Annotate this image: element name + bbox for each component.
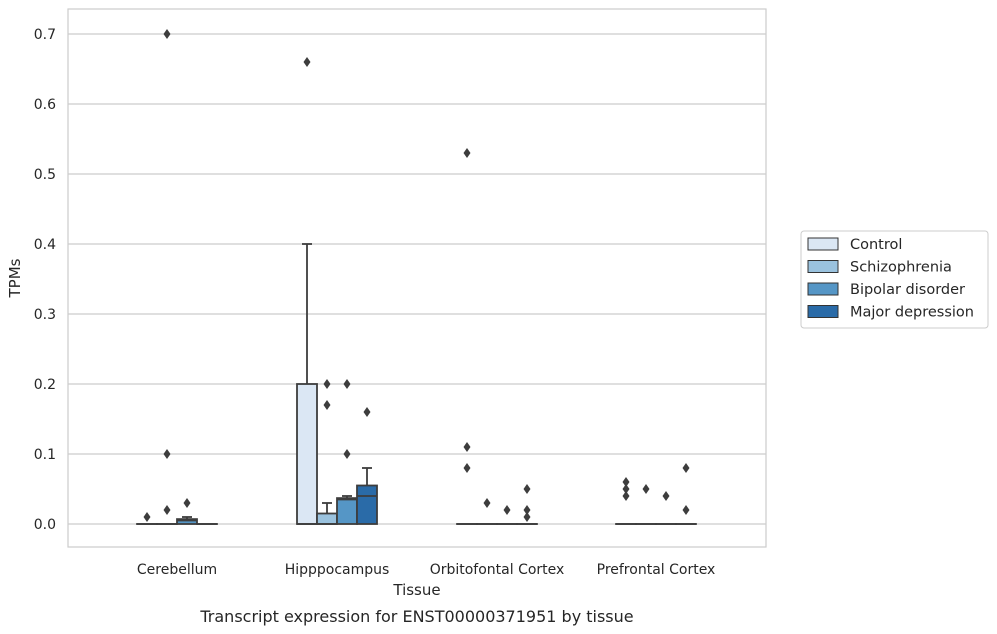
- box: [356, 484, 378, 525]
- flier-point: [163, 449, 171, 459]
- legend: Control Schizophrenia Bipolar disorder Majo…: [800, 230, 989, 329]
- y-tick-label: 0.6: [34, 97, 56, 113]
- y-tick-label: 0.3: [34, 307, 56, 323]
- y-tick-label: 0.0: [34, 517, 56, 533]
- x-tick-label: Prefrontal Cortex: [597, 562, 716, 578]
- flier-points: [143, 29, 690, 522]
- flier-point: [363, 407, 371, 417]
- flier-point: [622, 484, 630, 494]
- flier-point: [303, 57, 311, 67]
- chart-caption: Transcript expression for ENST0000037195…: [199, 607, 633, 626]
- flier-point: [503, 505, 511, 515]
- flier-point: [523, 484, 531, 494]
- flier-point: [483, 498, 491, 508]
- flier-point: [622, 491, 630, 501]
- legend-label: Control: [850, 237, 902, 253]
- x-tick-label: Orbitofontal Cortex: [430, 562, 565, 578]
- flier-point: [642, 484, 650, 494]
- x-tick-label: Hipppocampus: [285, 562, 390, 578]
- x-tick-labels: Cerebellum Hipppocampus Orbitofontal Corte…: [137, 562, 715, 578]
- box-elements: [136, 243, 697, 525]
- flier-point: [463, 442, 471, 452]
- legend-frame: [800, 230, 989, 329]
- flier-point: [343, 449, 351, 459]
- x-tick-label: Cerebellum: [137, 562, 217, 578]
- flier-point: [523, 512, 531, 522]
- legend-swatch: [807, 260, 839, 273]
- flier-point: [662, 491, 670, 501]
- flier-point: [463, 148, 471, 158]
- x-axis-title: Tissue: [392, 581, 440, 599]
- grid-lines: [68, 33, 766, 525]
- legend-label: Major depression: [850, 305, 974, 321]
- flier-point: [463, 463, 471, 473]
- y-axis-title: TPMs: [6, 258, 24, 298]
- box: [336, 497, 358, 525]
- y-tick-label: 0.7: [34, 27, 56, 43]
- flier-point: [183, 498, 191, 508]
- flier-point: [523, 505, 531, 515]
- flier-point: [323, 400, 331, 410]
- legend-swatch: [807, 305, 839, 318]
- flier-point: [682, 505, 690, 515]
- box: [316, 512, 338, 525]
- flier-point: [163, 505, 171, 515]
- box: [296, 383, 318, 525]
- flier-point: [682, 463, 690, 473]
- flier-point: [622, 477, 630, 487]
- flier-point: [343, 379, 351, 389]
- y-tick-label: 0.4: [34, 237, 56, 253]
- legend-swatch: [807, 237, 839, 251]
- plot-frame: [67, 8, 767, 548]
- y-tick-label: 0.2: [34, 377, 56, 393]
- flier-point: [323, 379, 331, 389]
- y-tick-label: 0.1: [34, 447, 56, 463]
- flier-point: [143, 512, 151, 522]
- legend-label: Bipolar disorder: [850, 282, 965, 298]
- legend-label: Schizophrenia: [850, 260, 952, 276]
- y-tick-label: 0.5: [34, 167, 56, 183]
- y-tick-labels: 0.0 0.1 0.2 0.3 0.4 0.5 0.6 0.7: [34, 27, 56, 533]
- flier-point: [163, 29, 171, 39]
- legend-swatch: [807, 282, 839, 296]
